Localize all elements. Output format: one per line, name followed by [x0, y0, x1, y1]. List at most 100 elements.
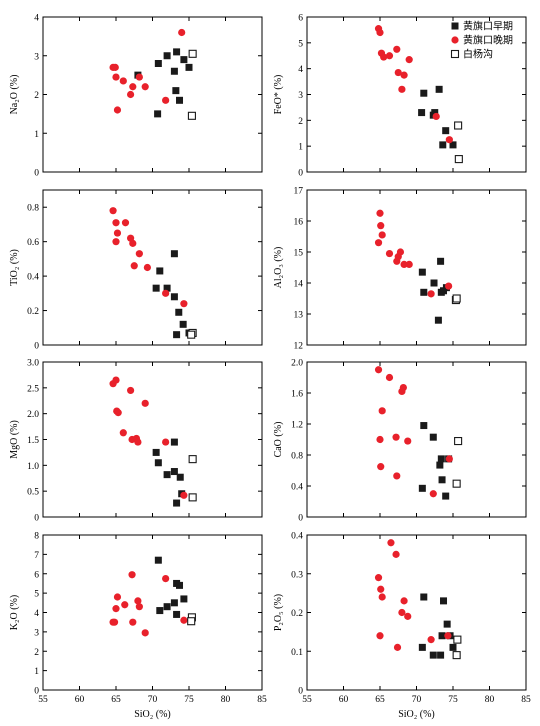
y-tick-label: 7	[34, 551, 39, 561]
plot-frame	[42, 189, 263, 346]
marker-late-circle	[141, 629, 149, 637]
marker-late-circle	[112, 219, 120, 227]
marker-late-circle	[110, 618, 119, 626]
marker-late-circle	[380, 53, 388, 61]
marker-late-circle	[385, 373, 394, 382]
marker-late-circle	[393, 472, 401, 480]
legend-marker-byg	[450, 49, 460, 59]
marker-late-circle	[162, 96, 170, 104]
marker-late-circle	[141, 83, 149, 91]
panel-na2o: 0 1 2 3 4 Na₂O (%)	[9, 14, 263, 179]
y-tick-label: 1.5	[27, 436, 39, 446]
marker-late-circle	[127, 90, 135, 99]
marker-late-circle	[113, 229, 122, 237]
marker-byg-open-square	[454, 436, 463, 446]
marker-late-circle	[429, 490, 437, 498]
marker-early-square	[429, 651, 437, 659]
marker-late-circle	[374, 366, 383, 374]
y-tick-label: 1	[34, 130, 39, 140]
marker-early-square	[437, 651, 445, 659]
marker-early-square	[154, 60, 162, 67]
legend-label: 黄旗口早期	[463, 20, 513, 33]
marker-late-circle	[398, 85, 406, 93]
marker-early-square	[442, 492, 450, 500]
marker-early-square	[180, 56, 188, 64]
marker-late-circle	[113, 106, 122, 114]
y-axis-label: K₂O (%)	[9, 595, 20, 630]
marker-late-circle	[112, 73, 120, 81]
legend-label: 白杨沟	[463, 48, 493, 61]
marker-late-circle	[119, 77, 127, 85]
marker-late-circle	[134, 438, 142, 446]
x-tick-label: 75	[448, 695, 458, 705]
marker-early-square	[430, 279, 438, 287]
x-tick-label: 65	[375, 695, 385, 705]
panel-mgo: 0 0.5 1.0 1.5 2.0 2.5 3.0 MgO (%)	[9, 359, 263, 524]
x-axis-label: SiO₂ (%)	[398, 709, 435, 720]
marker-byg-open-square	[188, 49, 197, 58]
marker-late-circle	[376, 435, 384, 444]
y-axis-label: MgO (%)	[9, 420, 20, 459]
marker-early-square	[418, 109, 426, 117]
marker-late-circle	[129, 618, 137, 626]
y-tick-label: 6	[298, 14, 303, 24]
x-tick-label: 70	[412, 695, 422, 705]
y-tick-label: 17	[294, 187, 304, 197]
marker-late-circle	[119, 429, 127, 437]
y-tick-label: 0	[34, 342, 39, 352]
x-tick-label: 80	[485, 695, 495, 705]
legend-label: 黄旗口晚期	[463, 34, 513, 47]
y-tick-label: 2.5	[27, 384, 39, 394]
y-tick-label: 0.6	[27, 238, 39, 248]
marker-byg-open-square	[452, 294, 461, 303]
x-tick-label: 75	[184, 695, 194, 705]
y-axis-label: TiO₂ (%)	[9, 249, 20, 286]
x-tick-label: 55	[302, 695, 312, 705]
y-tick-label: 0.4	[291, 532, 303, 542]
y-tick-label: 5	[34, 590, 39, 600]
marker-late-circle	[141, 399, 149, 407]
marker-late-circle	[392, 550, 400, 558]
marker-late-circle	[114, 409, 122, 417]
marker-early-square	[170, 438, 178, 446]
y-axis-label: P₂O₅ (%)	[273, 594, 284, 631]
marker-late-circle	[399, 383, 407, 392]
marker-byg-open-square	[452, 651, 461, 660]
y-tick-label: 3	[34, 628, 39, 638]
y-tick-label: 1	[34, 667, 39, 677]
marker-early-square	[449, 643, 457, 651]
marker-early-square	[435, 85, 443, 93]
y-tick-label: 0	[34, 169, 39, 179]
marker-late-circle	[392, 433, 400, 441]
plot-frame	[42, 534, 263, 691]
y-tick-label: 0.3	[291, 570, 303, 580]
marker-early-square	[185, 63, 193, 71]
y-tick-label: 0	[34, 687, 39, 697]
marker-late-circle	[112, 238, 120, 246]
marker-early-square	[180, 595, 188, 603]
y-tick-label: 3.0	[27, 359, 39, 369]
marker-early-square	[442, 127, 450, 135]
y-tick-label: 0.8	[291, 452, 303, 462]
marker-early-square	[170, 250, 178, 258]
marker-early-square	[163, 52, 171, 60]
x-tick-label: 60	[339, 695, 349, 705]
y-tick-label: 4	[34, 609, 39, 619]
marker-early-square	[418, 643, 426, 651]
y-tick-label: 2	[34, 91, 39, 101]
plot-frame	[42, 16, 263, 173]
marker-late-circle	[112, 605, 120, 613]
panel-feo: 0 1 2 3 4 5 6 FeO* (%)	[273, 14, 527, 179]
y-tick-label: 0.2	[291, 609, 303, 619]
panel-al2o3: 12 13 14 15 16 17 Al₂O₃ (%)	[273, 187, 527, 352]
marker-early-square	[172, 87, 180, 95]
marker-late-circle	[385, 249, 394, 258]
marker-early-square	[438, 632, 446, 640]
marker-late-circle	[180, 491, 188, 499]
marker-late-circle	[135, 603, 143, 611]
marker-late-circle	[128, 571, 136, 579]
marker-early-square	[420, 422, 428, 430]
marker-late-circle	[405, 56, 413, 64]
y-tick-label: 1.2	[291, 421, 303, 431]
